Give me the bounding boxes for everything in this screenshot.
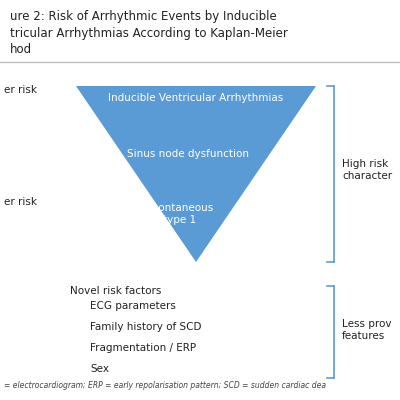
Text: Less prov
features: Less prov features [342,319,392,341]
Text: Spontaneous
type 1: Spontaneous type 1 [146,203,214,225]
Text: Sinus node dysfunction: Sinus node dysfunction [127,149,249,159]
Text: er risk: er risk [4,85,37,95]
Text: ure 2: Risk of Arrhythmic Events by Inducible
tricular Arrhythmias According to : ure 2: Risk of Arrhythmic Events by Indu… [10,10,288,56]
Text: Sex: Sex [90,364,109,374]
Text: er risk: er risk [4,197,37,207]
Text: Novel risk factors: Novel risk factors [70,286,161,296]
Text: ECG parameters: ECG parameters [90,301,176,311]
Text: High risk
character: High risk character [342,159,392,181]
Text: Fragmentation / ERP: Fragmentation / ERP [90,343,196,353]
Text: Inducible Ventricular Arrhythmias: Inducible Ventricular Arrhythmias [108,93,284,103]
Text: = electrocardiogram; ERP = early repolarisation pattern; SCD = sudden cardiac de: = electrocardiogram; ERP = early repolar… [4,381,326,390]
Text: Family history of SCD: Family history of SCD [90,322,202,332]
Polygon shape [76,86,316,262]
